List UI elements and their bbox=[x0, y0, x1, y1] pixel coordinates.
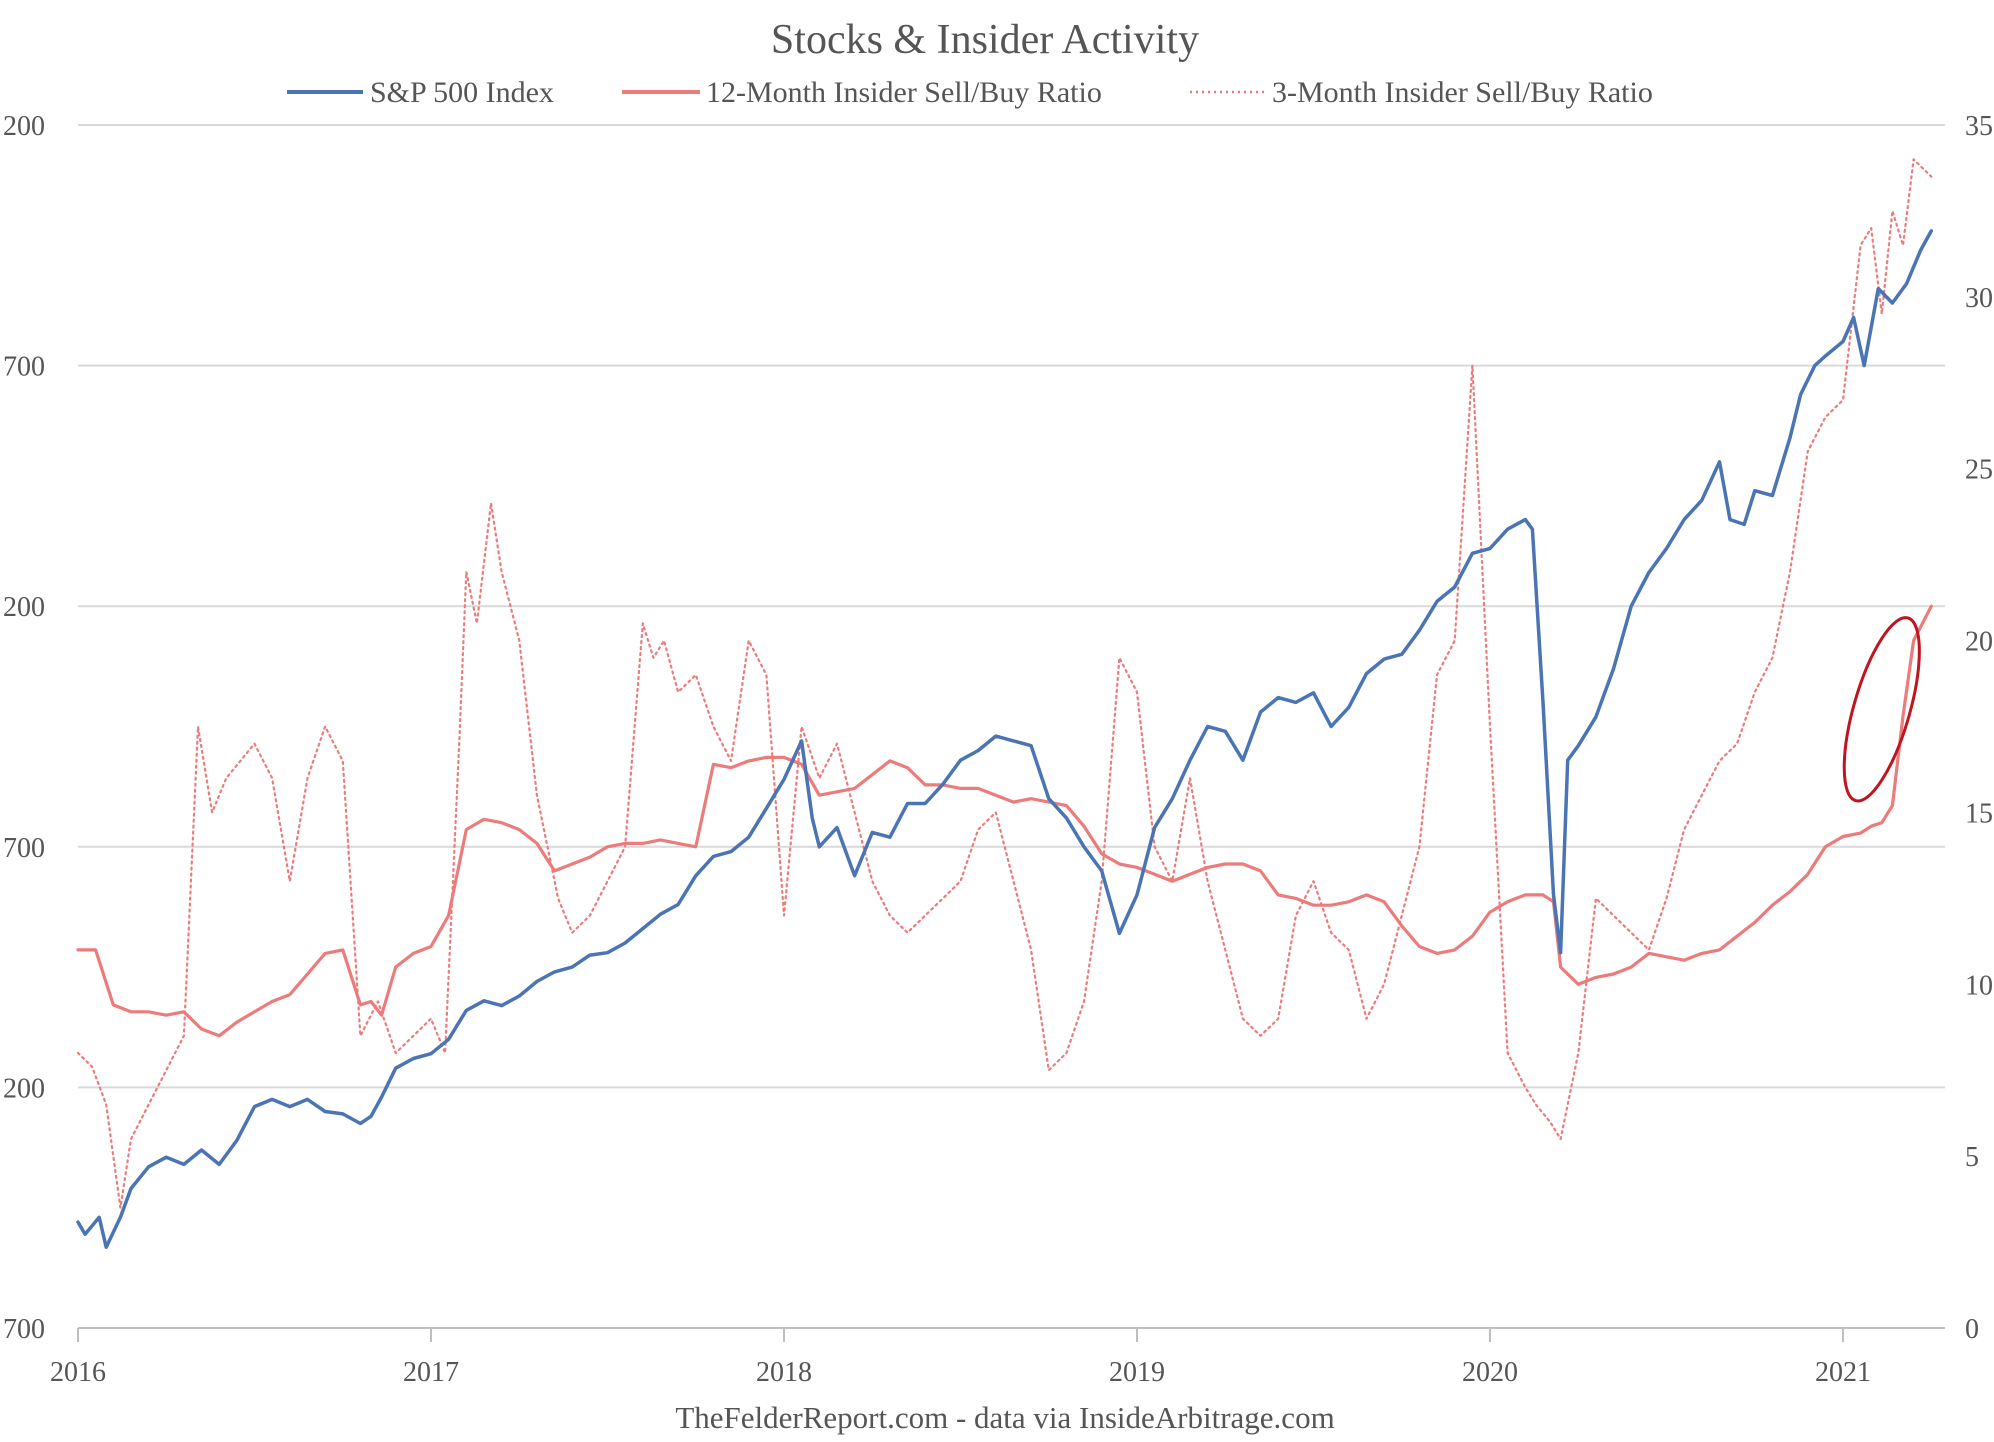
right-tick-label: 0 bbox=[1965, 1314, 1979, 1345]
left-tick-label: 200 bbox=[3, 1073, 45, 1104]
legend-label-3m: 3-Month Insider Sell/Buy Ratio bbox=[1272, 76, 1653, 109]
legend-label-12m: 12-Month Insider Sell/Buy Ratio bbox=[706, 76, 1102, 109]
series-line-3m-ratio bbox=[76, 158, 1933, 1209]
x-tick-label: 2017 bbox=[403, 1357, 459, 1388]
right-tick-label: 10 bbox=[1965, 970, 1993, 1001]
highlight-layer bbox=[1842, 616, 1921, 803]
right-tick-label: 35 bbox=[1965, 111, 1993, 142]
chart-title: Stocks & Insider Activity bbox=[771, 17, 1199, 63]
right-tick-label: 30 bbox=[1965, 283, 1993, 314]
series-layer bbox=[76, 158, 1934, 1249]
x-tick-label: 2019 bbox=[1109, 1357, 1165, 1388]
legend-label-sp500: S&P 500 Index bbox=[370, 76, 554, 109]
left-tick-label: 700 bbox=[3, 352, 45, 383]
series-line-sp500 bbox=[76, 229, 1934, 1249]
left-tick-label: 200 bbox=[3, 111, 45, 142]
x-axis: 2016 2017 2018 2019 2020 2021 bbox=[50, 1327, 1945, 1388]
right-tick-label: 5 bbox=[1965, 1142, 1979, 1173]
left-axis-ticks: 700 200 700 200 700 200 bbox=[3, 111, 45, 1345]
left-tick-label: 700 bbox=[3, 833, 45, 864]
right-tick-label: 15 bbox=[1965, 798, 1993, 829]
legend: S&P 500 Index 12-Month Insider Sell/Buy … bbox=[287, 76, 1653, 109]
source-note: TheFelderReport.com - data via InsideArb… bbox=[675, 1400, 1334, 1435]
x-tick-label: 2016 bbox=[50, 1357, 106, 1388]
x-tick-label: 2021 bbox=[1815, 1357, 1871, 1388]
highlight-ellipse bbox=[1842, 616, 1921, 803]
right-tick-label: 20 bbox=[1965, 627, 1993, 658]
x-tick-label: 2018 bbox=[756, 1357, 812, 1388]
left-tick-label: 200 bbox=[3, 592, 45, 623]
left-tick-label: 700 bbox=[3, 1314, 45, 1345]
gridlines bbox=[78, 124, 1945, 1089]
right-tick-label: 25 bbox=[1965, 455, 1993, 486]
series-line-12m-ratio bbox=[76, 604, 1933, 1038]
x-tick-label: 2020 bbox=[1462, 1357, 1518, 1388]
right-axis-ticks: 0 5 10 15 20 25 30 35 bbox=[1965, 111, 1993, 1345]
